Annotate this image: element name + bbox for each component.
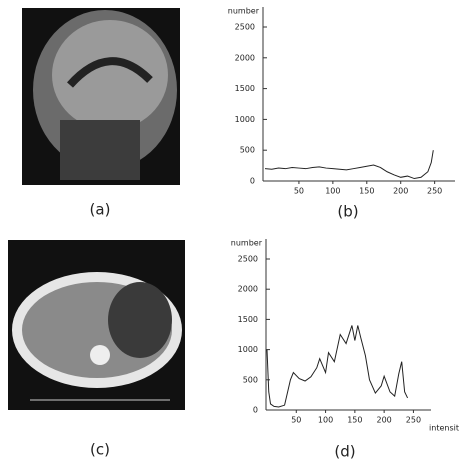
x-tick-label: 150 xyxy=(347,416,362,425)
y-tick-label: 2500 xyxy=(238,255,258,264)
caption: (c) xyxy=(90,441,110,459)
x-tick-label: 250 xyxy=(427,187,442,196)
x-tick-label: 200 xyxy=(377,416,392,425)
caption: (a) xyxy=(90,201,111,219)
x-tick-label: 50 xyxy=(291,416,301,425)
y-tick-label: 2500 xyxy=(235,23,255,32)
x-tick-label: 50 xyxy=(294,187,304,196)
x-tick-label: 200 xyxy=(393,187,408,196)
histogram-line xyxy=(264,150,434,180)
ct-abdomen-image xyxy=(8,240,185,410)
x-tick-label: 250 xyxy=(406,416,421,425)
y-tick-label: 0 xyxy=(253,406,258,415)
caption: (d) xyxy=(334,443,355,461)
y-tick-label: 1500 xyxy=(235,84,255,93)
y-axis-label: number xyxy=(228,7,260,16)
y-tick-label: 1000 xyxy=(235,115,255,124)
x-tick-label: 150 xyxy=(359,187,374,196)
y-tick-label: 1500 xyxy=(238,315,258,324)
y-tick-label: 500 xyxy=(240,146,255,155)
x-tick-label: 100 xyxy=(318,416,333,425)
x-tick-label: 100 xyxy=(325,187,340,196)
y-tick-label: 500 xyxy=(243,375,258,384)
y-tick-label: 2000 xyxy=(235,53,255,62)
y-tick-label: 1000 xyxy=(238,345,258,354)
histogram-line xyxy=(266,325,409,408)
y-tick-label: 2000 xyxy=(238,285,258,294)
mri-head-image xyxy=(22,8,180,185)
x-axis-label: intensit xyxy=(429,424,459,433)
y-axis-label: number xyxy=(231,239,263,248)
caption: (b) xyxy=(337,203,358,221)
y-tick-label: 0 xyxy=(250,177,255,186)
